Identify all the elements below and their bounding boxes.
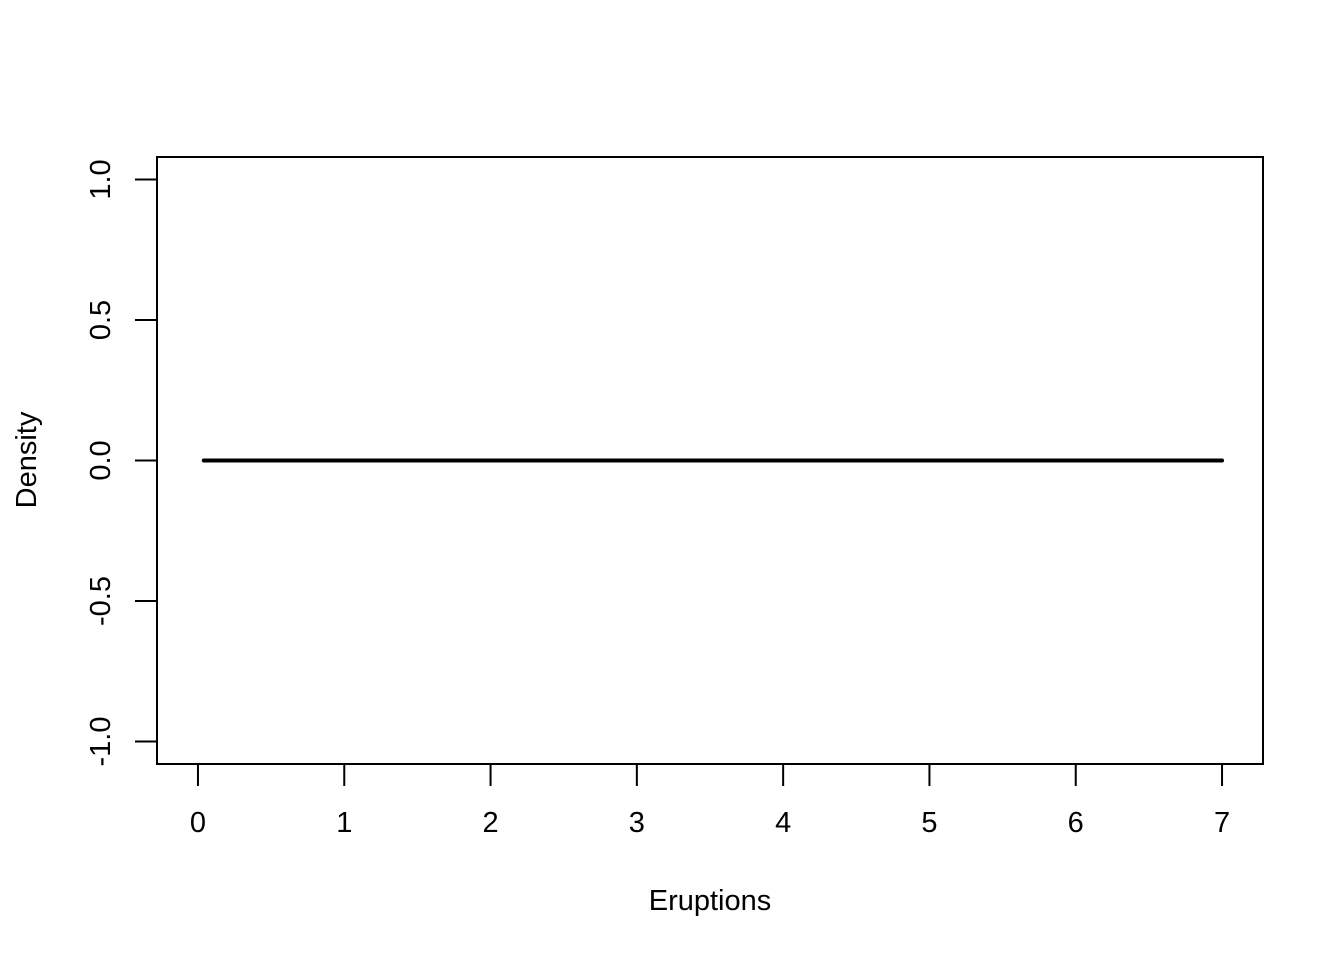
y-axis: -1.0 -0.5 0.0 0.5 1.0 [85, 159, 158, 767]
y-tick-label: -0.5 [85, 576, 117, 626]
x-tick-label: 5 [921, 807, 937, 839]
x-tick-label: 1 [336, 807, 352, 839]
x-axis: 0 1 2 3 4 5 6 7 [190, 763, 1230, 839]
y-tick-label: 1.0 [85, 159, 117, 199]
x-tick-label: 7 [1214, 807, 1230, 839]
x-tick-label: 2 [482, 807, 498, 839]
y-tick-label: -1.0 [85, 717, 117, 767]
x-axis-label: Eruptions [649, 885, 772, 917]
x-tick-label: 3 [629, 807, 645, 839]
x-tick-label: 6 [1068, 807, 1084, 839]
x-tick-label: 0 [190, 807, 206, 839]
y-tick-label: 0.0 [85, 440, 117, 480]
y-axis-label: Density [11, 411, 43, 508]
y-tick-label: 0.5 [85, 300, 117, 340]
x-tick-label: 4 [775, 807, 791, 839]
